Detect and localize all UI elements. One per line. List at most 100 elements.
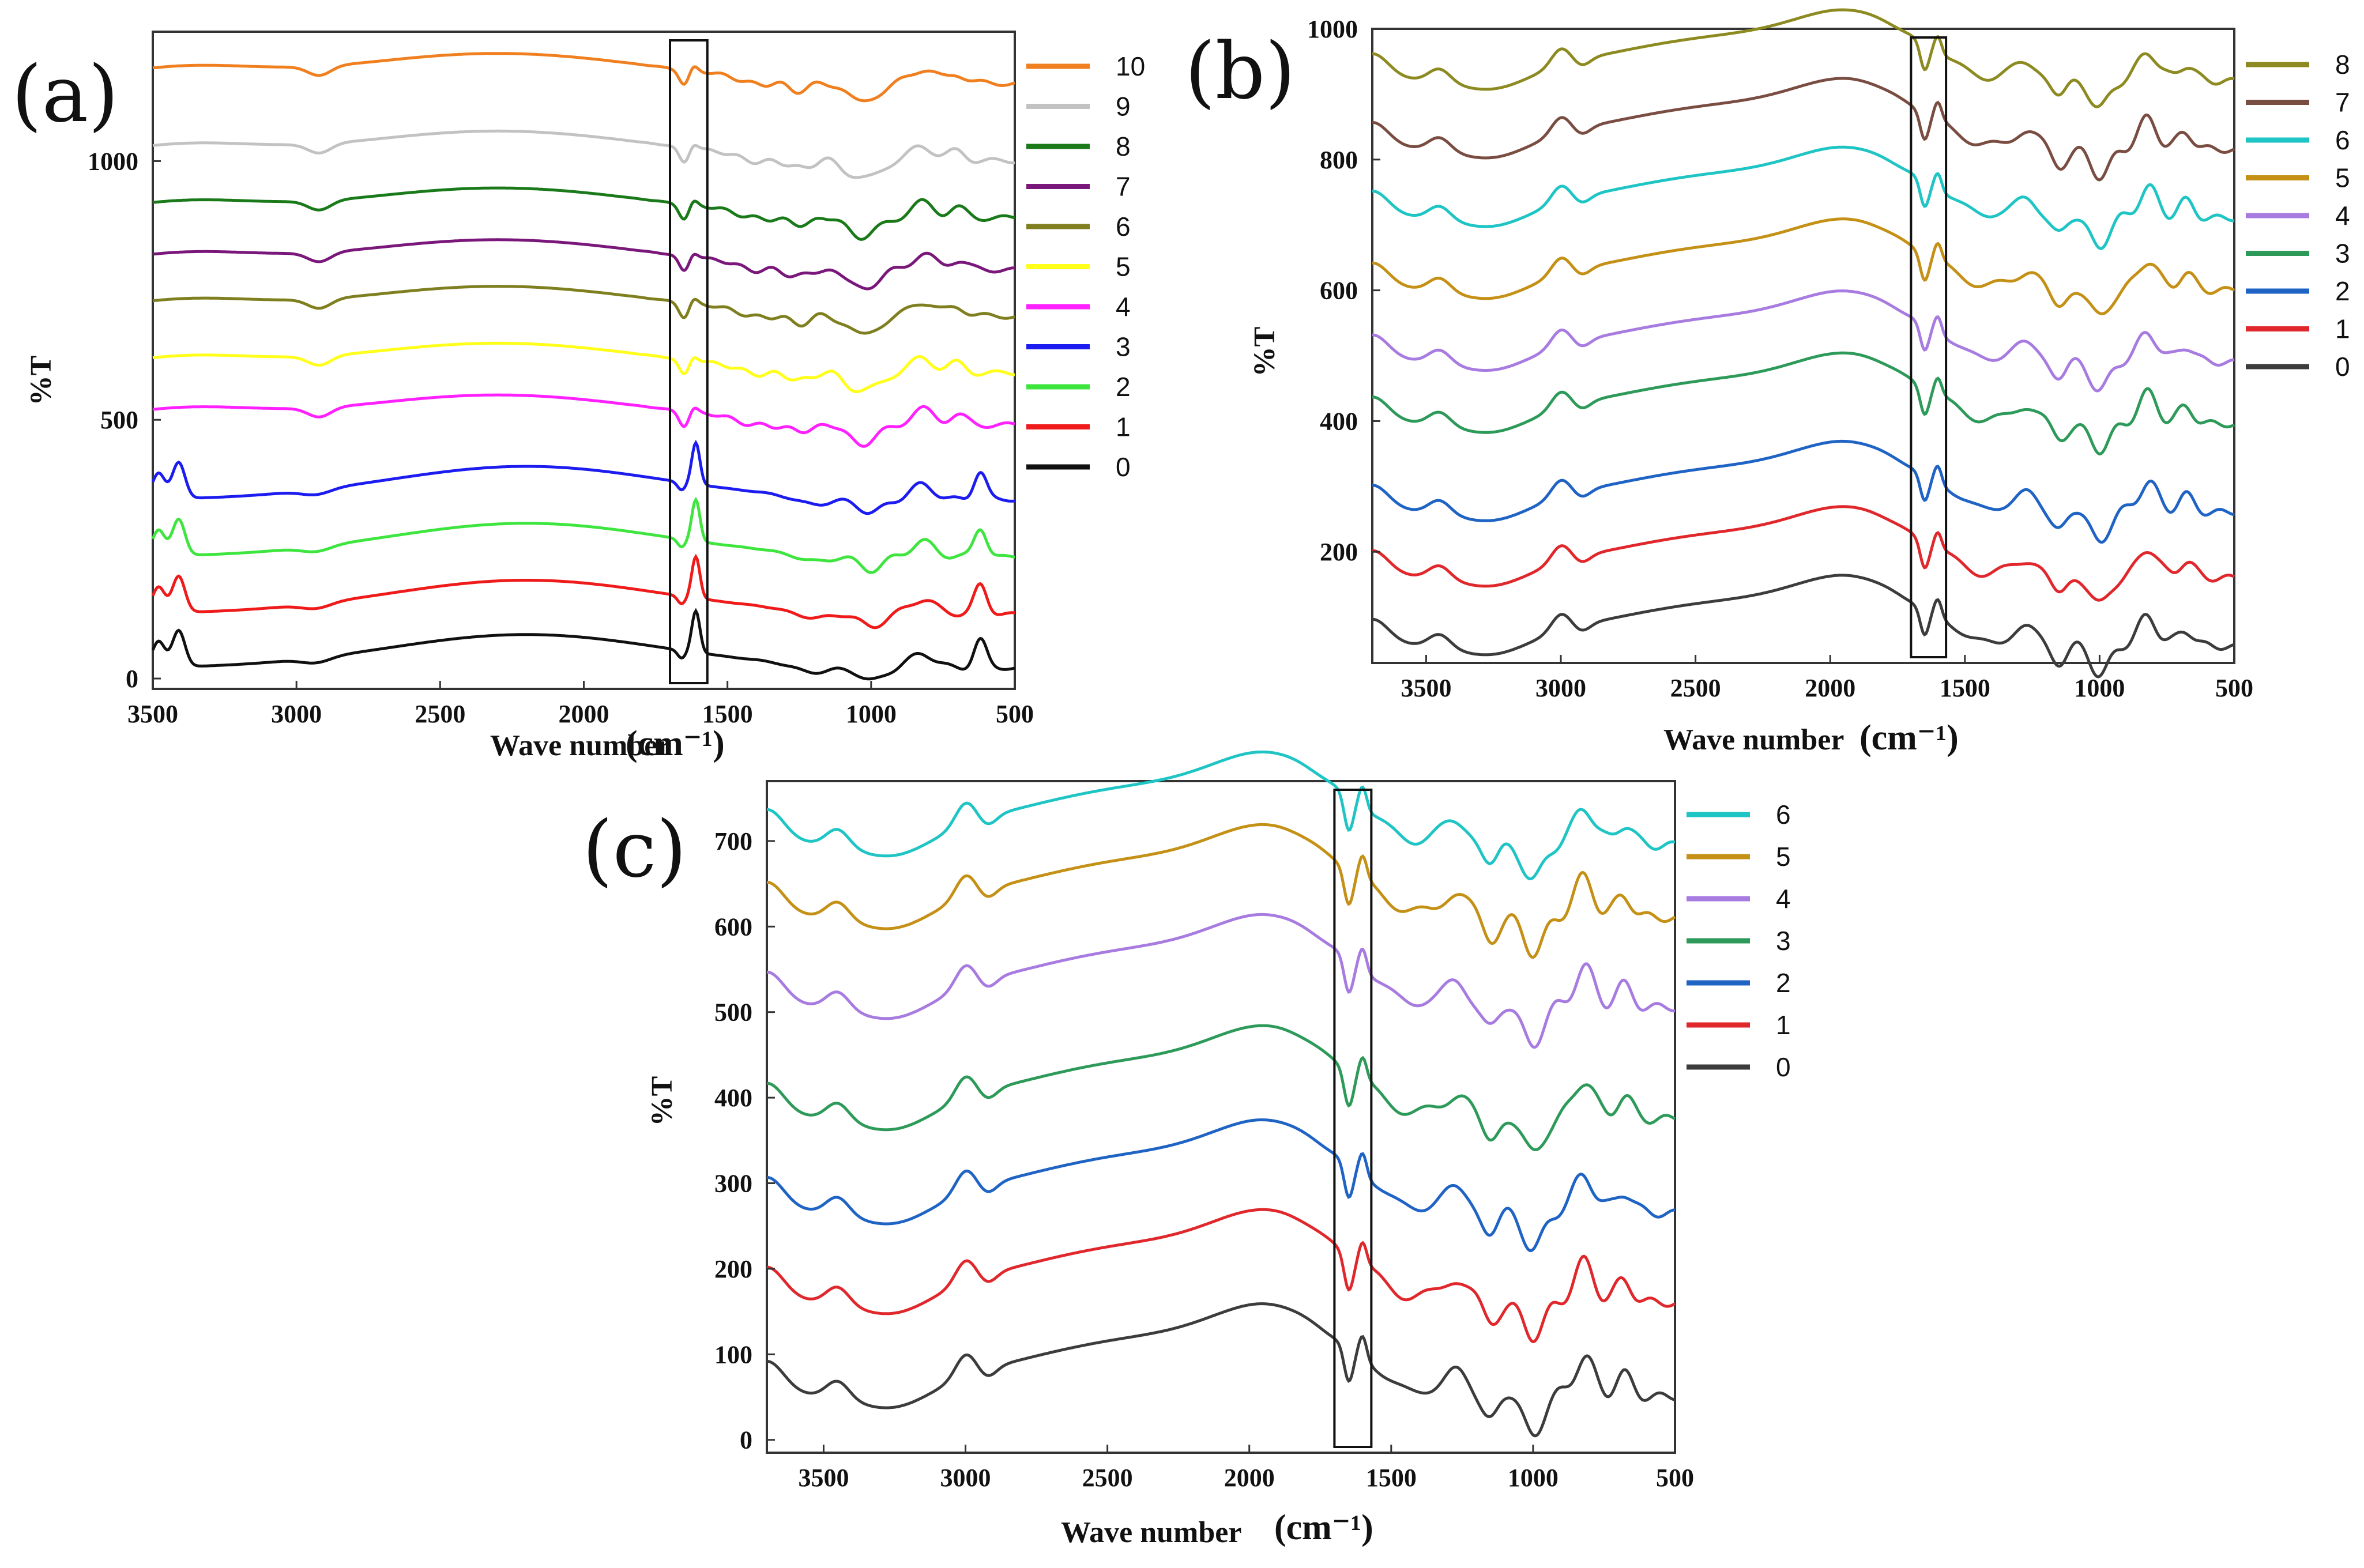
- legend-label-6: 6: [1116, 212, 1131, 242]
- y-ticks: 0 100 200 300 400 500 600 700: [714, 827, 775, 1454]
- series-line-5: [766, 823, 1676, 959]
- legend-label-2: 2: [1776, 968, 1791, 998]
- plot-frame: [1371, 28, 2235, 664]
- legend-label-8: 8: [1116, 131, 1131, 161]
- legend-label-10: 10: [1116, 51, 1145, 81]
- plot-frame: [152, 31, 1016, 690]
- legend-label-5: 5: [1116, 252, 1131, 282]
- x-tick-label: 2000: [1224, 1464, 1275, 1492]
- series-line-7: [152, 238, 1015, 291]
- legend-label-9: 9: [1116, 92, 1131, 122]
- y-tick-label: 400: [714, 1084, 752, 1112]
- x-tick-label: 2500: [1670, 674, 1721, 702]
- legend-label-4: 4: [2335, 201, 2350, 231]
- x-tick-label: 1500: [702, 700, 753, 728]
- series-line-0: [1372, 574, 2235, 679]
- series-line-5: [1372, 217, 2235, 315]
- y-tick-label: 200: [714, 1255, 752, 1283]
- legend-label-8: 8: [2335, 50, 2350, 80]
- series-line-9: [152, 129, 1015, 179]
- x-axis-unit: (cm⁻¹): [626, 724, 725, 763]
- y-tick-label: 0: [126, 665, 138, 693]
- legend-label-1: 1: [1116, 412, 1131, 442]
- legend-label-3: 3: [1116, 332, 1131, 362]
- series-line-1: [151, 553, 1015, 630]
- x-tick-label: 1000: [2074, 674, 2125, 702]
- x-tick-label: 1500: [1940, 674, 1990, 702]
- series-line-8: [1372, 8, 2235, 108]
- legend-label-4: 4: [1116, 292, 1131, 322]
- series-line-3: [151, 439, 1015, 515]
- series-line-3: [766, 1024, 1676, 1152]
- x-tick-label: 2000: [1805, 674, 1855, 702]
- x-ticks: 3500 3000 2500 2000 1500 1000 500: [1401, 655, 2253, 702]
- legend: 6 5 4 3 2 1 0: [1687, 800, 1791, 1082]
- panel-label: (a): [12, 49, 119, 140]
- panel-c: (c) 3500 3000 2500 2000 1500 1000 500 01002003…: [582, 751, 1791, 1549]
- series-line-7: [1372, 77, 2235, 182]
- series-line-4: [1372, 289, 2235, 393]
- y-tick-label: 500: [100, 406, 138, 434]
- panel-b: (b) 3500 3000 2500 2000 1500 1000 500 20040060…: [1185, 8, 2350, 757]
- y-axis-label: %T: [1248, 327, 1281, 377]
- legend-label-5: 5: [1776, 842, 1791, 872]
- highlight-band-box: [1333, 789, 1373, 1448]
- panel-label: (c): [582, 804, 687, 895]
- series-line-0: [151, 608, 1015, 681]
- x-tick-label: 2500: [415, 700, 465, 728]
- x-axis-label: Wave number: [1061, 1516, 1241, 1549]
- legend-label-0: 0: [1116, 452, 1131, 482]
- y-tick-label: 100: [714, 1340, 752, 1369]
- y-tick-label: 700: [714, 827, 752, 855]
- series-line-6: [766, 751, 1676, 881]
- legend-label-4: 4: [1776, 884, 1791, 914]
- y-tick-label: 200: [1320, 538, 1358, 566]
- series-line-3: [1372, 351, 2235, 456]
- series-line-5: [152, 341, 1015, 394]
- y-axis-label: %T: [25, 356, 58, 406]
- series-layer: [1372, 8, 2235, 679]
- legend-label-0: 0: [2335, 352, 2350, 382]
- series-line-4: [766, 913, 1676, 1049]
- x-ticks: 3500 3000 2500 2000 1500 1000 500: [798, 1445, 1694, 1492]
- series-layer: [151, 52, 1015, 681]
- x-axis-unit: (cm⁻¹): [1859, 718, 1959, 757]
- legend-label-5: 5: [2335, 163, 2350, 193]
- y-tick-label: 600: [1320, 277, 1358, 305]
- legend: 8 7 6 5 4 3 2 1 0: [2246, 50, 2350, 382]
- panel-a: (a) 3500 3000 2500 2000 1500 1000 500 05001000…: [12, 31, 1145, 763]
- y-tick-label: 1000: [88, 147, 138, 175]
- x-tick-label: 2000: [559, 700, 609, 728]
- series-line-10: [152, 52, 1015, 103]
- series-line-6: [1372, 145, 2235, 250]
- series-line-6: [152, 285, 1015, 335]
- panel-label: (b): [1185, 26, 1296, 116]
- x-tick-label: 3500: [798, 1464, 849, 1492]
- y-tick-label: 500: [714, 998, 752, 1027]
- plot-frame: [766, 780, 1676, 1454]
- legend-label-7: 7: [1116, 172, 1131, 202]
- legend-label-6: 6: [1776, 800, 1791, 830]
- legend-label-0: 0: [1776, 1052, 1791, 1082]
- x-ticks: 3500 3000 2500 2000 1500 1000 500: [127, 681, 1034, 728]
- highlight-band-box: [669, 39, 709, 684]
- x-tick-label: 2500: [1082, 1464, 1133, 1492]
- x-tick-label: 1500: [1366, 1464, 1417, 1492]
- series-line-1: [766, 1208, 1676, 1344]
- x-tick-label: 500: [996, 700, 1034, 728]
- y-tick-label: 600: [714, 913, 752, 941]
- series-line-0: [766, 1302, 1676, 1438]
- x-axis-unit: (cm⁻¹): [1274, 1508, 1373, 1547]
- series-line-4: [152, 393, 1015, 448]
- highlight-band-box: [1910, 36, 1948, 658]
- y-ticks: 0 500 1000: [88, 147, 161, 693]
- x-axis-label: Wave number: [490, 729, 671, 762]
- y-tick-label: 300: [714, 1170, 752, 1198]
- x-tick-label: 3000: [940, 1464, 991, 1492]
- y-axis-label: %T: [646, 1076, 679, 1126]
- series-line-2: [766, 1118, 1676, 1253]
- y-tick-label: 0: [740, 1426, 752, 1454]
- legend-label-1: 1: [1776, 1010, 1791, 1040]
- y-tick-label: 800: [1320, 146, 1358, 174]
- series-line-1: [1372, 505, 2235, 602]
